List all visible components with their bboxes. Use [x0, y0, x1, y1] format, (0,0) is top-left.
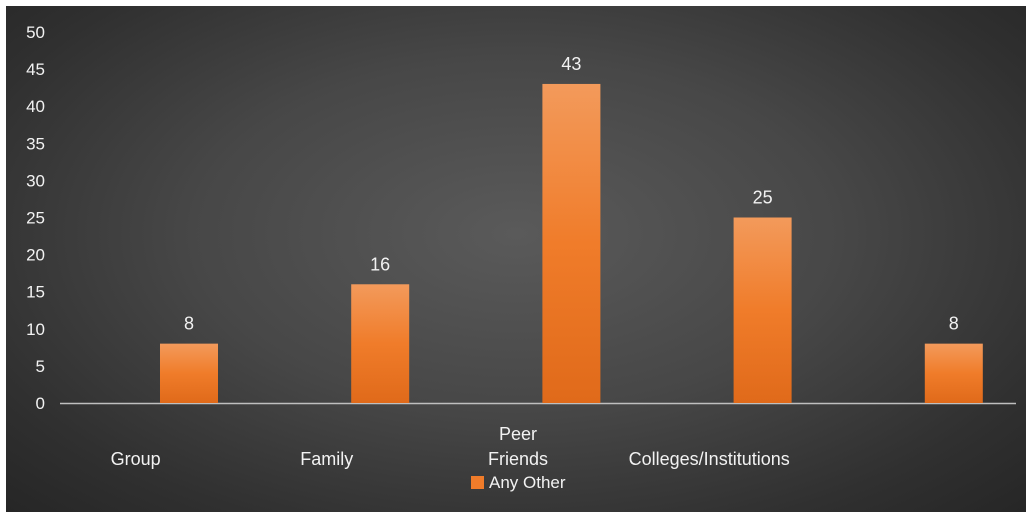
y-tick-label: 30 [26, 171, 45, 190]
legend-swatch [471, 476, 484, 489]
y-tick-label: 35 [26, 134, 45, 153]
bars [160, 83, 983, 403]
data-label: 25 [753, 188, 773, 208]
y-tick-label: 50 [26, 23, 45, 42]
data-label: 16 [370, 254, 390, 274]
y-tick-label: 10 [26, 320, 45, 339]
y-tick-label: 0 [36, 394, 45, 413]
x-category-label: Peer [499, 424, 537, 444]
y-tick-label: 40 [26, 97, 45, 116]
bar [160, 343, 218, 403]
y-tick-label: 5 [36, 357, 45, 376]
data-label: 43 [561, 54, 581, 74]
x-category-label: Family [300, 449, 353, 469]
bar [351, 284, 410, 403]
x-category-label: Colleges/Institutions [629, 449, 790, 469]
chart-frame: 0 5 10 15 20 25 30 35 40 45 50 8 16 43 25 8 Group Famil… [6, 6, 1026, 512]
x-category-label: Friends [488, 449, 548, 469]
category-labels: Group Family Peer Friends Colleges/Instituti… [111, 424, 790, 469]
bar [733, 217, 792, 403]
y-tick-label: 45 [26, 60, 45, 79]
y-tick-label: 25 [26, 209, 45, 228]
data-labels: 8 16 43 25 8 [184, 54, 959, 334]
bar [924, 343, 983, 403]
data-label: 8 [949, 314, 959, 334]
bar [542, 83, 601, 403]
data-label: 8 [184, 314, 194, 334]
legend-label: Any Other [489, 473, 566, 492]
bar-chart: 0 5 10 15 20 25 30 35 40 45 50 8 16 43 25 8 Group Famil… [26, 23, 1016, 492]
y-axis: 0 5 10 15 20 25 30 35 40 45 50 [26, 23, 45, 413]
legend: Any Other [471, 473, 566, 492]
x-category-label: Group [111, 449, 161, 469]
y-tick-label: 15 [26, 283, 45, 302]
y-tick-label: 20 [26, 246, 45, 265]
